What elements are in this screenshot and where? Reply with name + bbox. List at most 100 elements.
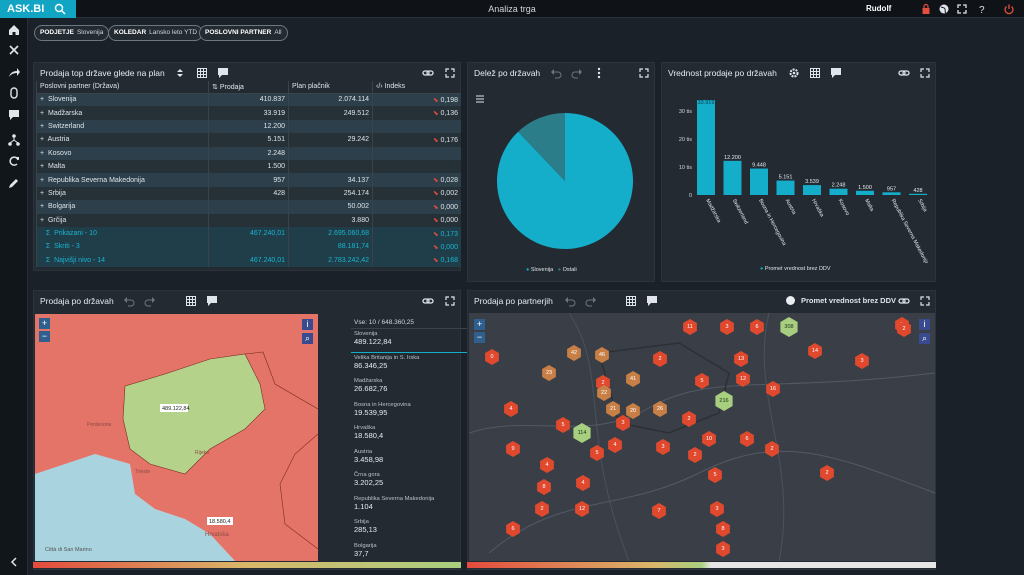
cluster-marker[interactable]: 3: [720, 319, 734, 335]
partner-cluster-map[interactable]: 1136308204246213143231225412162221201642…: [469, 313, 935, 561]
sort-icon[interactable]: [174, 67, 186, 79]
cluster-marker[interactable]: 2: [682, 411, 696, 427]
home-icon[interactable]: [7, 23, 21, 37]
edit-icon[interactable]: [7, 176, 21, 190]
cluster-marker[interactable]: 216: [715, 391, 733, 411]
list-item[interactable]: Austria 3.458,98: [351, 447, 493, 471]
cluster-marker[interactable]: 3: [616, 415, 630, 431]
filter-chip-calendar[interactable]: KOLEDAR Lansko leto YTD: [108, 25, 204, 41]
refresh-icon[interactable]: [7, 154, 21, 168]
table-row[interactable]: + Kosovo 2.248: [36, 146, 461, 160]
bar-2[interactable]: [750, 168, 768, 195]
cluster-marker[interactable]: 2: [653, 351, 667, 367]
search-icon[interactable]: ⌕: [302, 333, 313, 344]
cluster-marker[interactable]: 9: [506, 441, 520, 457]
undo-icon[interactable]: [550, 67, 562, 79]
expand-icon[interactable]: [919, 67, 931, 79]
cluster-marker[interactable]: 308: [780, 317, 798, 337]
cluster-marker[interactable]: 20: [626, 403, 640, 419]
table-row[interactable]: + Republika Severna Makedonija 957 34.13…: [36, 173, 461, 187]
bar-7[interactable]: [882, 192, 901, 195]
cluster-marker[interactable]: 3: [716, 541, 730, 557]
zoom-out-button[interactable]: −: [474, 332, 485, 343]
comment-icon[interactable]: [830, 67, 842, 79]
cluster-marker[interactable]: 4: [576, 475, 590, 491]
info-icon[interactable]: i: [919, 319, 930, 330]
table-row[interactable]: + Switzerland 12.200: [36, 119, 461, 134]
toggle-label[interactable]: Promet vrednost brez DDV: [801, 296, 897, 305]
table-icon[interactable]: [196, 67, 208, 79]
attach-icon[interactable]: [7, 86, 21, 100]
expand-icon[interactable]: [638, 67, 650, 79]
list-item[interactable]: Bosna in Hercegovina 19.539,95: [351, 400, 493, 424]
cluster-marker[interactable]: 23: [542, 365, 556, 381]
user-name[interactable]: Rudolf: [866, 4, 892, 13]
cluster-marker[interactable]: 10: [702, 431, 716, 447]
filter-chip-partner[interactable]: POSLOVNI PARTNER All: [199, 25, 288, 41]
cluster-marker[interactable]: 8: [537, 479, 551, 495]
link-icon[interactable]: [422, 295, 434, 307]
table-row[interactable]: + Srbija 428 254.174 ⬊ 0,002: [36, 186, 461, 201]
globe-icon[interactable]: [938, 3, 950, 15]
info-icon[interactable]: i: [302, 319, 313, 330]
list-item[interactable]: Slovenija 489.122,84: [351, 329, 493, 353]
cluster-marker[interactable]: 42: [567, 345, 581, 361]
cluster-marker[interactable]: 2: [820, 465, 834, 481]
cluster-marker[interactable]: 3: [855, 353, 869, 369]
col-partner[interactable]: Poslovni partner (Država): [36, 81, 209, 94]
link-icon[interactable]: [898, 67, 910, 79]
choropleth-map[interactable]: 489.122,84 18.580,4 Pordenone Trieste Ri…: [35, 314, 318, 561]
bar-0[interactable]: [697, 100, 715, 195]
comment-icon[interactable]: [7, 108, 21, 122]
cluster-marker[interactable]: 5: [556, 417, 570, 433]
list-item[interactable]: Bolgarija 37,7: [351, 541, 493, 565]
filter-chip-company[interactable]: PODJETJE Slovenija: [34, 25, 110, 41]
table-row[interactable]: + Grčija 3.880 ⬊ 0,000: [36, 213, 461, 227]
lock-icon[interactable]: [920, 3, 932, 15]
menu-icon[interactable]: [474, 93, 486, 105]
cluster-marker[interactable]: 26: [653, 401, 667, 417]
link-icon[interactable]: [898, 295, 910, 307]
bar-8[interactable]: [909, 193, 927, 195]
col-plan[interactable]: Plan plačnik: [288, 81, 373, 94]
cluster-marker[interactable]: 5: [695, 373, 709, 389]
cluster-marker[interactable]: 2: [535, 501, 549, 517]
cluster-marker[interactable]: 3: [710, 501, 724, 517]
cluster-marker[interactable]: 11: [683, 319, 697, 335]
pie-slice-ostali[interactable]: [518, 113, 565, 181]
col-index[interactable]: ‹/› Indeks: [372, 81, 461, 94]
cluster-marker[interactable]: 4: [540, 457, 554, 473]
cluster-marker[interactable]: 6: [506, 521, 520, 537]
cluster-marker[interactable]: 4: [608, 437, 622, 453]
search-icon[interactable]: ⌕: [919, 333, 930, 344]
summary-row[interactable]: Σ Najvišji nivo - 14 467.240,01 2.783.24…: [36, 253, 461, 268]
share-icon[interactable]: [7, 66, 21, 80]
zoom-in-button[interactable]: +: [39, 318, 50, 329]
search-icon[interactable]: [54, 3, 66, 15]
bar-1[interactable]: [723, 160, 742, 195]
cluster-marker[interactable]: 13: [734, 351, 748, 367]
gear-icon[interactable]: [788, 67, 800, 79]
fullscreen-icon[interactable]: [956, 3, 968, 15]
list-item[interactable]: Črna gora 3.202,25: [351, 470, 493, 494]
expand-icon[interactable]: [919, 295, 931, 307]
list-item[interactable]: Velika Britanija in S. Irska 86.346,25: [351, 353, 493, 377]
summary-row[interactable]: Σ Skriti - 3 88.181,74 ⬊ 0,000: [36, 240, 461, 254]
cluster-marker[interactable]: 2: [765, 441, 779, 457]
table-row[interactable]: + Bolgarija 50.002 ⬊ 0,000: [36, 200, 461, 214]
cluster-marker[interactable]: 6: [740, 431, 754, 447]
col-sales[interactable]: ⇅ Prodaja: [208, 81, 289, 94]
cluster-marker[interactable]: 12: [736, 371, 750, 387]
cluster-marker[interactable]: 16: [766, 381, 780, 397]
table-icon[interactable]: [809, 67, 821, 79]
cluster-marker[interactable]: 3: [656, 439, 670, 455]
list-item[interactable]: Srbija 285,13: [351, 517, 493, 541]
bar-3[interactable]: [776, 180, 795, 195]
cluster-marker[interactable]: 5: [708, 467, 722, 483]
cluster-marker[interactable]: 5: [590, 445, 604, 461]
table-icon[interactable]: [185, 295, 197, 307]
more-icon[interactable]: [593, 67, 605, 79]
expand-icon[interactable]: [444, 295, 456, 307]
list-item[interactable]: Republika Severna Makedonija 1.104: [351, 494, 493, 518]
cluster-marker[interactable]: 22: [597, 385, 611, 401]
